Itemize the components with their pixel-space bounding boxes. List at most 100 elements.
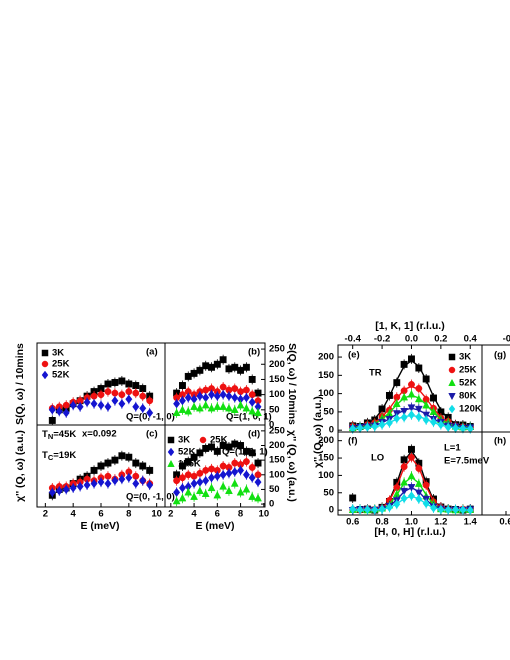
- panel-frame: [164, 424, 266, 508]
- x-tick-label: 0.2: [434, 334, 447, 345]
- data-point: [242, 447, 250, 455]
- value: =45K: [53, 429, 76, 440]
- data-point: [146, 480, 154, 490]
- data-point: [172, 408, 181, 416]
- data-point: [55, 406, 63, 416]
- data-point: [196, 366, 204, 374]
- data-point: [422, 400, 431, 409]
- data-point: [225, 486, 233, 495]
- data-point: [118, 474, 126, 484]
- data-point: [219, 470, 227, 480]
- data-point: [184, 471, 192, 479]
- x-tick-label: 1.4: [464, 517, 478, 528]
- annotation: x=0.092: [82, 429, 117, 440]
- y-tick-label: 150: [318, 370, 334, 381]
- data-point: [132, 389, 140, 397]
- data-point: [173, 399, 181, 409]
- data-point: [118, 452, 126, 460]
- data-point: [236, 487, 245, 496]
- x-tick-label: 2: [168, 509, 173, 520]
- y-tick-label: 50: [269, 484, 280, 495]
- data-point: [254, 408, 262, 416]
- data-point: [248, 464, 256, 471]
- legend-marker: [448, 353, 456, 361]
- data-point: [213, 471, 221, 481]
- data-point: [422, 415, 430, 425]
- panel-label: (f): [348, 436, 358, 447]
- data-point: [139, 462, 147, 470]
- legend-marker: [41, 360, 49, 368]
- y-tick-label: 250: [269, 344, 285, 355]
- x-tick-label: 6: [215, 509, 220, 520]
- data-point: [111, 476, 119, 486]
- data-point: [173, 477, 181, 485]
- data-point: [111, 456, 119, 464]
- annotation: L=1: [444, 443, 461, 454]
- data-point: [444, 505, 452, 515]
- data-point: [125, 388, 133, 396]
- data-point: [48, 487, 56, 497]
- data-point: [178, 382, 186, 389]
- data-point: [408, 381, 415, 388]
- data-point: [208, 443, 215, 451]
- data-point: [69, 483, 77, 493]
- data-point: [195, 486, 204, 495]
- data-point: [437, 504, 445, 515]
- data-point: [414, 479, 423, 487]
- y-tick-label: 150: [269, 374, 285, 385]
- annotation: LO: [371, 453, 384, 464]
- data-point: [178, 474, 186, 482]
- y-tick-label: 0: [329, 505, 334, 516]
- legend-marker: [448, 404, 456, 414]
- data-point: [139, 403, 147, 413]
- data-point: [90, 466, 98, 474]
- data-point: [207, 473, 216, 483]
- data-point: [207, 483, 216, 492]
- data-point: [385, 418, 393, 428]
- x-tick-label: 8: [238, 509, 243, 520]
- data-point: [104, 459, 112, 467]
- data-point: [213, 360, 221, 368]
- subscript: C: [48, 453, 54, 462]
- y-tick-label: 150: [318, 453, 334, 464]
- data-point: [125, 380, 133, 388]
- data-point: [248, 397, 256, 407]
- data-point: [356, 505, 364, 515]
- data-point: [392, 399, 401, 407]
- data-point: [90, 392, 98, 400]
- data-point: [400, 360, 408, 368]
- data-point: [415, 364, 423, 372]
- subscript: N: [48, 432, 53, 441]
- x-axis-label: [1, K, 1] (r.l.u.): [375, 320, 444, 332]
- panel-label: (e): [348, 350, 360, 361]
- panel-label: (a): [146, 347, 158, 358]
- legend-label: 155K: [178, 459, 201, 470]
- data-point: [172, 496, 181, 505]
- data-point: [184, 458, 192, 466]
- data-point: [118, 391, 126, 399]
- annotation: Q=(0, -1, 0): [126, 412, 175, 423]
- legend-marker: [167, 436, 175, 444]
- data-point: [90, 399, 98, 409]
- data-point: [139, 476, 147, 486]
- legend-marker: [199, 436, 207, 444]
- data-point: [190, 453, 198, 461]
- data-point: [83, 480, 91, 490]
- annotation: E=7.5meV: [444, 456, 490, 467]
- data-point: [400, 408, 409, 416]
- data-point: [104, 388, 112, 396]
- data-point: [415, 465, 423, 472]
- data-point: [349, 424, 357, 434]
- y-axis-label: S(Q, ω) / 10mins: [14, 343, 26, 425]
- data-point: [219, 462, 227, 470]
- data-point: [437, 420, 445, 430]
- data-point: [459, 423, 467, 433]
- data-point: [132, 402, 140, 412]
- data-point: [219, 482, 228, 490]
- data-point: [248, 391, 256, 399]
- legend-marker: [448, 366, 456, 374]
- data-point: [219, 356, 227, 364]
- x-tick-label: 1.0: [405, 517, 418, 528]
- y-tick-label: 0: [269, 420, 274, 431]
- data-point: [69, 400, 77, 410]
